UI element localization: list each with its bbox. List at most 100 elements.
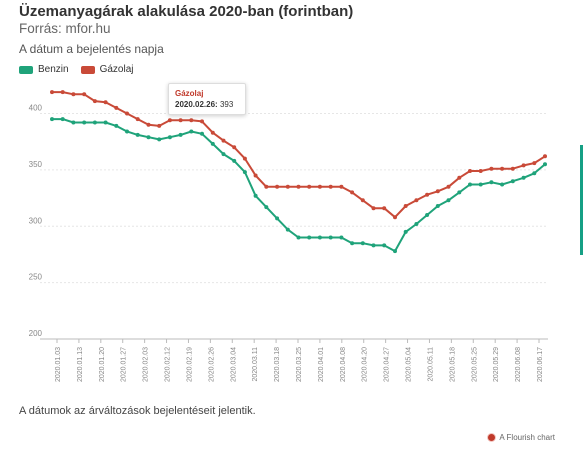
data-point[interactable] — [521, 163, 526, 168]
data-point[interactable] — [425, 192, 430, 197]
data-point[interactable] — [275, 184, 280, 189]
data-point[interactable] — [360, 241, 365, 246]
data-point[interactable] — [103, 120, 108, 125]
data-point[interactable] — [521, 175, 526, 180]
data-point[interactable] — [510, 179, 515, 184]
data-point[interactable] — [242, 156, 247, 161]
data-point[interactable] — [317, 235, 322, 240]
data-point[interactable] — [296, 235, 301, 240]
data-point[interactable] — [60, 117, 65, 122]
data-point[interactable] — [157, 137, 162, 142]
data-point[interactable] — [103, 100, 108, 105]
data-point[interactable] — [350, 190, 355, 195]
data-point[interactable] — [328, 235, 333, 240]
data-point[interactable] — [275, 216, 280, 221]
data-point[interactable] — [82, 120, 87, 125]
data-point[interactable] — [468, 169, 472, 173]
data-point[interactable] — [114, 105, 119, 110]
data-point[interactable] — [264, 184, 269, 189]
data-point[interactable] — [92, 120, 97, 125]
data-point[interactable] — [60, 90, 65, 95]
flourish-credit[interactable]: A Flourish chart — [488, 433, 555, 442]
data-point[interactable] — [393, 249, 397, 254]
data-point[interactable] — [285, 184, 290, 189]
data-point[interactable] — [146, 122, 151, 127]
data-point[interactable] — [510, 166, 515, 171]
data-point[interactable] — [307, 235, 312, 240]
data-point[interactable] — [50, 90, 54, 95]
data-point[interactable] — [478, 182, 483, 187]
data-point[interactable] — [393, 215, 397, 220]
data-point[interactable] — [167, 135, 172, 140]
data-point[interactable] — [425, 213, 430, 217]
data-point[interactable] — [285, 227, 290, 232]
data-point[interactable] — [178, 132, 183, 137]
data-point[interactable] — [50, 117, 54, 122]
data-point[interactable] — [82, 92, 87, 97]
data-point[interactable] — [414, 222, 419, 226]
data-point[interactable] — [403, 204, 408, 208]
data-point[interactable] — [200, 131, 204, 136]
data-point[interactable] — [489, 180, 494, 185]
series-line-gazolaj[interactable] — [52, 91, 546, 219]
data-point[interactable] — [446, 198, 451, 203]
data-point[interactable] — [71, 120, 76, 125]
data-point[interactable] — [339, 184, 344, 189]
data-point[interactable] — [457, 175, 462, 180]
data-point[interactable] — [307, 184, 312, 189]
data-point[interactable] — [296, 184, 301, 189]
data-point[interactable] — [350, 241, 355, 246]
data-point[interactable] — [125, 111, 129, 116]
data-point[interactable] — [468, 182, 472, 187]
data-point[interactable] — [489, 166, 494, 171]
data-point[interactable] — [264, 205, 269, 210]
data-point[interactable] — [543, 154, 547, 159]
data-point[interactable] — [414, 198, 419, 203]
data-point[interactable] — [403, 229, 408, 234]
data-point[interactable] — [328, 184, 333, 189]
data-point[interactable] — [221, 152, 226, 157]
legend-item-gazolaj[interactable]: Gázolaj — [80, 64, 133, 75]
data-point[interactable] — [371, 243, 376, 248]
data-point[interactable] — [532, 171, 537, 176]
data-point[interactable] — [178, 118, 183, 123]
data-point[interactable] — [92, 99, 97, 104]
data-point[interactable] — [457, 190, 462, 195]
data-point[interactable] — [242, 170, 247, 175]
data-point[interactable] — [189, 129, 194, 134]
data-point[interactable] — [446, 184, 451, 189]
data-point[interactable] — [500, 166, 505, 171]
data-point[interactable] — [167, 118, 172, 123]
data-point[interactable] — [157, 123, 162, 128]
scroll-edge-bar[interactable] — [580, 145, 583, 255]
data-point[interactable] — [360, 198, 365, 203]
data-point[interactable] — [543, 162, 547, 167]
data-point[interactable] — [135, 117, 140, 122]
data-point[interactable] — [253, 193, 258, 198]
data-point[interactable] — [114, 123, 119, 128]
data-point[interactable] — [71, 92, 76, 97]
data-point[interactable] — [210, 141, 215, 146]
data-point[interactable] — [210, 130, 215, 135]
data-point[interactable] — [232, 158, 237, 163]
data-point[interactable] — [478, 169, 483, 173]
data-point[interactable] — [221, 138, 226, 143]
data-point[interactable] — [189, 118, 194, 123]
data-point[interactable] — [382, 243, 387, 248]
data-point[interactable] — [253, 173, 258, 178]
data-point[interactable] — [135, 132, 140, 137]
data-point[interactable] — [146, 135, 151, 140]
data-point[interactable] — [382, 206, 387, 211]
legend-item-benzin[interactable]: Benzin — [19, 64, 69, 75]
data-point[interactable] — [232, 145, 237, 150]
data-point[interactable] — [435, 189, 440, 194]
data-point[interactable] — [532, 161, 537, 166]
data-point[interactable] — [200, 119, 204, 124]
data-point[interactable] — [339, 235, 344, 240]
data-point[interactable] — [435, 204, 440, 208]
data-point[interactable] — [500, 182, 505, 187]
y-tick-label: 300 — [29, 216, 43, 225]
data-point[interactable] — [371, 206, 376, 211]
data-point[interactable] — [125, 129, 129, 134]
data-point[interactable] — [317, 184, 322, 189]
